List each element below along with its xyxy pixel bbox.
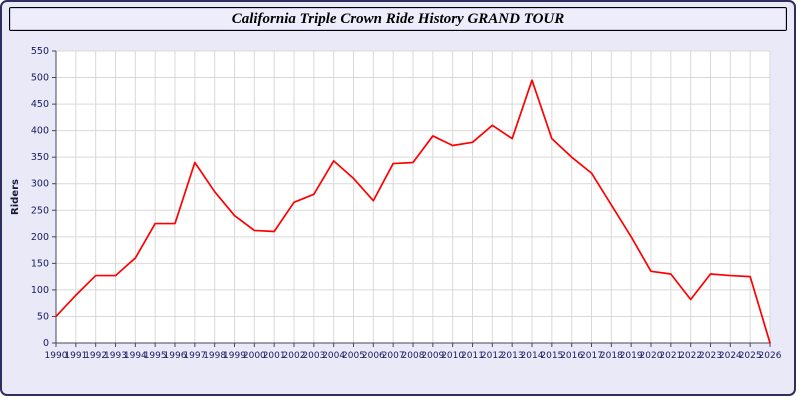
gridlines (56, 50, 771, 343)
riders-data-line (55, 79, 771, 344)
svg-text:2015: 2015 (540, 351, 563, 361)
svg-text:2024: 2024 (719, 351, 742, 361)
x-axis-ticks: 1990199119921993199419951996199719981999… (45, 343, 782, 361)
svg-text:1991: 1991 (64, 351, 87, 361)
svg-text:100: 100 (31, 285, 49, 296)
svg-text:2021: 2021 (659, 351, 682, 361)
svg-text:2022: 2022 (679, 351, 702, 361)
svg-text:2026: 2026 (759, 351, 782, 361)
svg-text:1993: 1993 (104, 351, 127, 361)
svg-text:2014: 2014 (521, 351, 544, 361)
svg-text:150: 150 (31, 258, 49, 269)
y-axis-label: Riders (10, 179, 21, 215)
svg-text:2010: 2010 (441, 351, 464, 361)
svg-text:50: 50 (37, 311, 49, 322)
svg-text:2013: 2013 (501, 351, 524, 361)
svg-text:250: 250 (31, 205, 49, 216)
svg-text:2011: 2011 (461, 351, 484, 361)
svg-text:1996: 1996 (164, 351, 187, 361)
svg-text:2020: 2020 (640, 351, 663, 361)
y-axis-ticks: 0 50 100 150 200 250 300 350 400 450 500 550 (31, 46, 56, 349)
svg-text:200: 200 (31, 232, 49, 243)
svg-text:2003: 2003 (302, 351, 325, 361)
svg-text:2006: 2006 (362, 351, 385, 361)
svg-text:2012: 2012 (481, 351, 504, 361)
svg-text:2000: 2000 (243, 351, 266, 361)
svg-text:550: 550 (31, 46, 49, 57)
svg-text:500: 500 (31, 73, 49, 84)
svg-text:0: 0 (43, 338, 49, 349)
svg-text:2016: 2016 (560, 351, 583, 361)
svg-text:2018: 2018 (600, 351, 623, 361)
chart-area: 0 50 100 150 200 250 300 350 400 450 500 550 1990 199… (4, 35, 792, 394)
svg-text:2007: 2007 (382, 351, 405, 361)
svg-text:2002: 2002 (283, 351, 306, 361)
svg-text:1999: 1999 (223, 351, 246, 361)
svg-text:2025: 2025 (739, 351, 762, 361)
svg-text:1998: 1998 (203, 351, 226, 361)
ride-history-line-chart: 0501001502002503003504004505005501990199… (10, 46, 782, 361)
svg-text:2023: 2023 (699, 351, 722, 361)
svg-text:2005: 2005 (342, 351, 365, 361)
svg-text:300: 300 (31, 179, 49, 190)
svg-text:1990: 1990 (45, 351, 68, 361)
svg-text:350: 350 (31, 152, 49, 163)
svg-text:400: 400 (31, 126, 49, 137)
svg-text:450: 450 (31, 99, 49, 110)
svg-text:2019: 2019 (620, 351, 643, 361)
svg-text:1994: 1994 (124, 351, 147, 361)
chart-title-bar: California Triple Crown Ride History GRA… (9, 7, 787, 31)
svg-text:2001: 2001 (263, 351, 286, 361)
svg-text:2004: 2004 (322, 351, 345, 361)
svg-text:2017: 2017 (580, 351, 603, 361)
chart-title: California Triple Crown Ride History GRA… (231, 10, 565, 27)
svg-text:1995: 1995 (144, 351, 167, 361)
svg-text:2009: 2009 (421, 351, 444, 361)
svg-text:2008: 2008 (402, 351, 425, 361)
svg-text:1992: 1992 (84, 351, 107, 361)
svg-text:1997: 1997 (183, 351, 206, 361)
